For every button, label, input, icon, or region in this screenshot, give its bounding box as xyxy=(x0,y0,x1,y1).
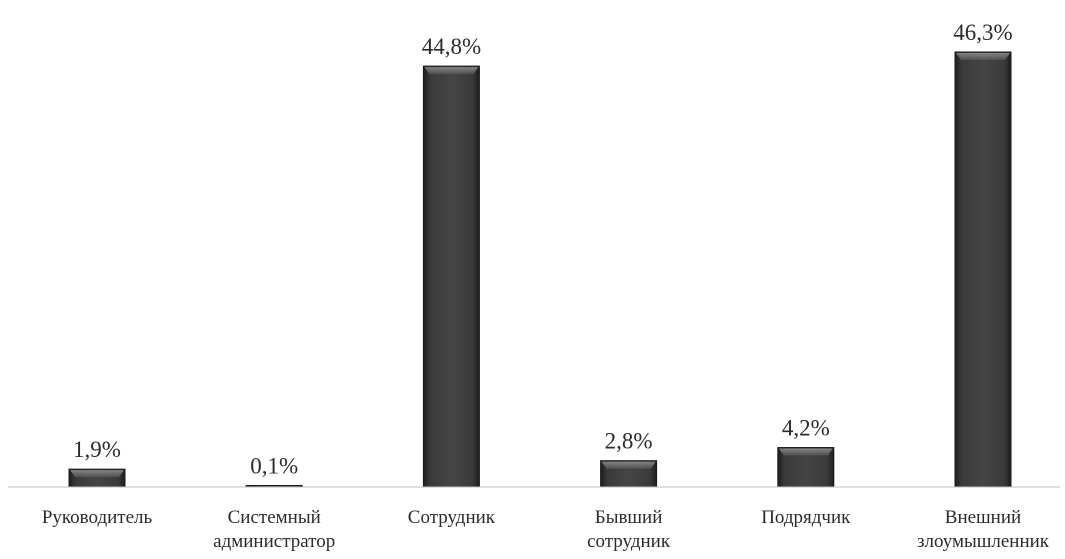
category-label-line: сотрудник xyxy=(587,531,671,552)
category-label-line: администратор xyxy=(213,531,335,552)
category-label-4: Бывший сотрудник xyxy=(587,507,671,552)
bar-bevel xyxy=(70,470,124,478)
value-label-2: 0,1% xyxy=(250,454,298,479)
bar-body xyxy=(954,51,1012,488)
category-label-line: Бывший xyxy=(595,507,663,528)
bar-body xyxy=(422,65,480,488)
category-label-line: Внешний xyxy=(945,507,1021,528)
category-label-line: Сотрудник xyxy=(408,507,496,528)
bar-6 xyxy=(954,51,1012,488)
value-label-1: 1,9% xyxy=(73,437,121,462)
category-label-2: Системный администратор xyxy=(213,507,335,552)
value-label-4: 2,8% xyxy=(605,429,653,454)
bar-bevel xyxy=(778,448,833,456)
category-label-3: Сотрудник xyxy=(408,507,496,528)
value-label-5: 4,2% xyxy=(782,416,830,441)
category-label-5: Подрядчик xyxy=(761,507,851,528)
category-label-line: Системный xyxy=(228,507,321,528)
value-label-6: 46,3% xyxy=(953,20,1012,45)
bar-1 xyxy=(68,468,126,488)
bar-bevel xyxy=(956,53,1010,60)
bar-5 xyxy=(777,447,835,488)
category-label-1: Руководитель xyxy=(42,507,153,528)
bar-bevel xyxy=(601,461,656,469)
category-label-line: Руководитель xyxy=(42,507,153,528)
value-label-3: 44,8% xyxy=(422,34,481,59)
bar-3 xyxy=(422,65,480,488)
bar-bevel xyxy=(424,67,479,75)
category-label-6: Внешний злоумышленник xyxy=(917,507,1050,552)
category-label-line: Подрядчик xyxy=(761,507,851,528)
bar-4 xyxy=(600,460,658,488)
category-label-line: злоумышленник xyxy=(917,531,1050,552)
